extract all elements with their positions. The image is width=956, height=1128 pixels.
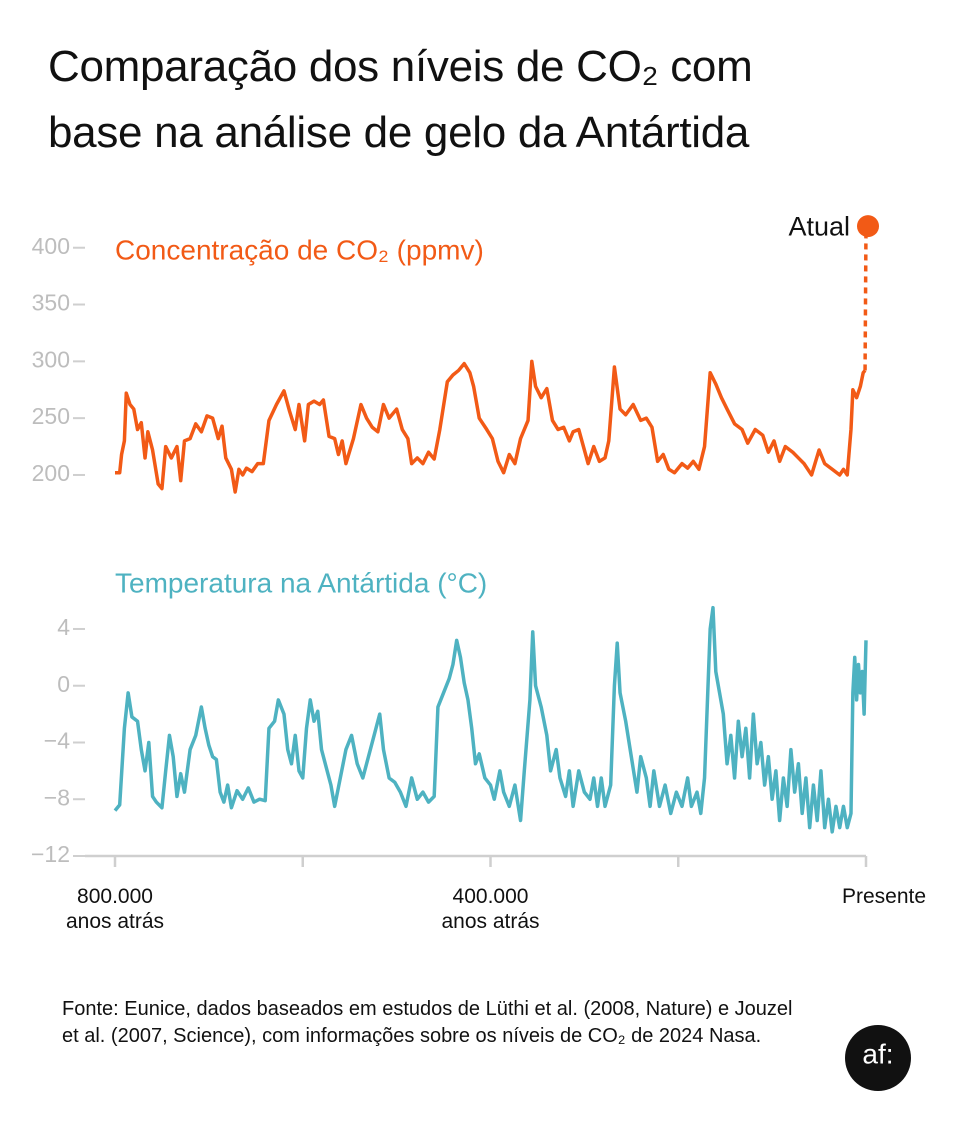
logo: af: [845, 1025, 911, 1091]
connector [863, 226, 868, 371]
data-line [115, 359, 867, 494]
source-note: Fonte: Eunice, dados baseados em estudos… [62, 998, 793, 1047]
y-tick-label: 200 [32, 460, 70, 486]
logo-badge [845, 1025, 911, 1091]
annotation-label: Atual [788, 211, 850, 241]
y-tick-label: 0 [57, 671, 70, 697]
data-line [113, 605, 868, 834]
y-tick-label: −8 [44, 784, 70, 810]
series-label: Temperatura na Antártida (°C) [115, 567, 487, 598]
y-tick-label: 300 [32, 346, 70, 372]
y-tick-label: −12 [31, 841, 70, 867]
x-tick-label: 800.000 anos atrás [65, 885, 165, 933]
x-tick-label: Presente [841, 885, 927, 908]
y-tick-label: 250 [32, 403, 70, 429]
current-point [857, 215, 879, 238]
y-tick-label: −4 [44, 728, 70, 754]
x-tick-label: 400.000 anos atrás [441, 885, 540, 933]
y-tick-label: 400 [32, 233, 70, 259]
series-label: Concentração de CO₂ (ppmv) [115, 234, 484, 265]
y-tick-label: 4 [57, 614, 70, 640]
y-tick-label: 350 [32, 290, 70, 316]
title: Comparação dos níveis de CO₂ com base na… [48, 42, 753, 157]
logo-text: af: [862, 1038, 893, 1069]
